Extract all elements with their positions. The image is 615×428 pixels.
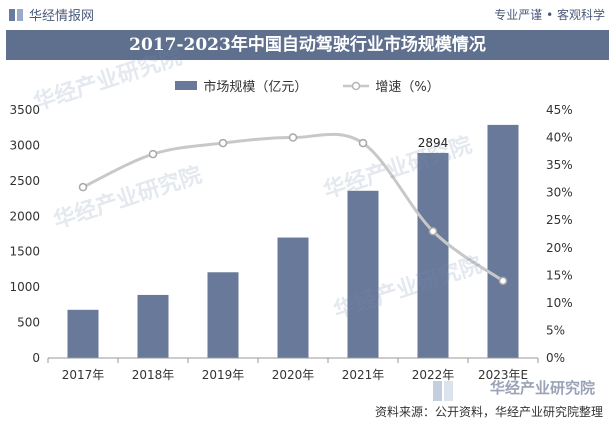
y-right-tick-label: 5% xyxy=(546,323,565,337)
bar-5 xyxy=(417,152,449,358)
brand-logo-icon xyxy=(9,8,23,21)
legend-label-line: 增速（%） xyxy=(375,80,440,95)
y-left-tick-label: 500 xyxy=(17,316,40,330)
chart-legend: 市场规模（亿元） 增速（%） xyxy=(0,76,615,95)
legend-item-line: 增速（%） xyxy=(343,76,440,95)
y-left-tick-label: 1000 xyxy=(9,280,40,294)
legend-item-bar: 市场规模（亿元） xyxy=(175,76,307,95)
legend-line-swatch xyxy=(343,81,370,90)
tagline: 专业严谨 • 客观科学 xyxy=(494,8,605,22)
x-tick-label: 2017年 xyxy=(62,368,105,382)
watermark-logo-icon xyxy=(433,381,453,401)
y-right-tick-label: 15% xyxy=(546,268,573,282)
y-right-tick-label: 0% xyxy=(546,351,565,365)
source-note: 资料来源：公开资料，华经产业研究院整理 xyxy=(374,405,603,419)
bar-2 xyxy=(207,272,239,358)
y-right-tick-label: 10% xyxy=(546,296,573,310)
watermark-bottom: 华经产业研究院 xyxy=(489,379,595,397)
legend-bar-swatch xyxy=(175,81,198,90)
y-left-tick-label: 1500 xyxy=(9,245,40,259)
y-left-tick-label: 3000 xyxy=(9,138,40,152)
x-tick-label: 2019年 xyxy=(202,368,245,382)
chart-axes: 2017年 2018年 2019年 2020年 2021年 2022年 2023年E 0 500… xyxy=(9,103,572,382)
line-point-1 xyxy=(148,149,158,159)
line-point-4 xyxy=(358,138,368,148)
y-left-tick-label: 0 xyxy=(32,351,40,365)
bar-series: 2894 xyxy=(67,124,519,358)
line-point-0 xyxy=(78,182,88,192)
brand: 华经情报网 xyxy=(8,5,94,24)
y-right-tick-label: 30% xyxy=(546,186,573,200)
top-bar: 华经情报网 专业严谨 • 客观科学 xyxy=(0,0,615,26)
y-left-tick-label: 3500 xyxy=(9,103,40,117)
line-point-5 xyxy=(428,226,438,236)
y-right-tick-label: 25% xyxy=(546,213,573,227)
x-tick-label: 2022年 xyxy=(412,368,455,382)
title-bar: 2017-2023年中国自动驾驶行业市场规模情况 xyxy=(6,30,609,60)
line-point-3 xyxy=(288,133,298,142)
data-label-5: 2894 xyxy=(418,136,449,150)
y-left-tick-label: 2500 xyxy=(9,174,40,188)
y-left-tick-label: 2000 xyxy=(9,209,40,223)
y-right-tick-label: 20% xyxy=(546,241,573,255)
x-tick-label: 2018年 xyxy=(132,368,175,382)
y-right-tick-label: 45% xyxy=(546,103,573,117)
bar-1 xyxy=(137,294,169,358)
line-point-6 xyxy=(498,276,508,286)
legend-label-bar: 市场规模（亿元） xyxy=(203,80,308,95)
line-point-2 xyxy=(218,138,228,148)
x-tick-label: 2023年E xyxy=(478,368,528,382)
y-right-tick-label: 40% xyxy=(546,131,573,145)
bar-4 xyxy=(347,190,379,358)
bar-0 xyxy=(67,309,99,358)
x-tick-label: 2020年 xyxy=(272,368,315,382)
line-series xyxy=(78,132,508,286)
y-right-tick-label: 35% xyxy=(546,158,573,172)
chart-title: 2017-2023年中国自动驾驶行业市场规模情况 xyxy=(129,35,486,55)
bar-3 xyxy=(277,237,309,358)
bar-6 xyxy=(487,124,519,358)
brand-name: 华经情报网 xyxy=(29,9,95,24)
x-tick-label: 2021年 xyxy=(342,368,385,382)
